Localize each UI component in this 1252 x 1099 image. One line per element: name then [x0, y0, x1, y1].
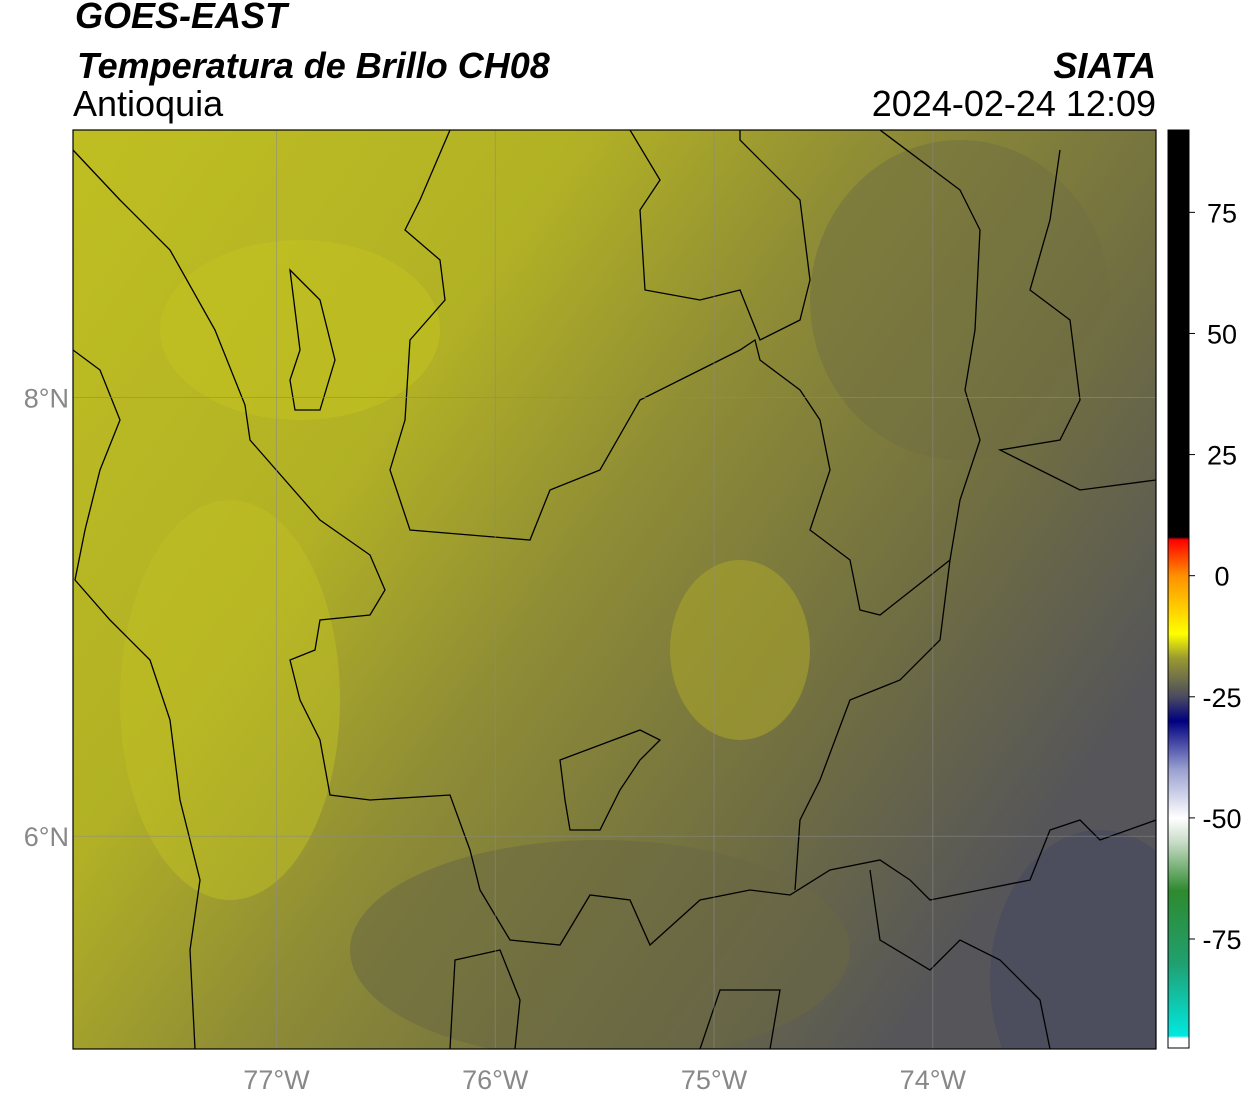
title: GOES-EAST — [75, 0, 290, 36]
colorbar-tick-label: -75 — [1202, 925, 1241, 955]
boundary — [449, 869, 1051, 1049]
x-tick-label: 76°W — [462, 1065, 529, 1095]
map-field — [73, 130, 1156, 1049]
field-patch — [990, 830, 1156, 1049]
x-tick-label: 74°W — [900, 1065, 967, 1095]
boundary — [73, 149, 1156, 947]
y-tick-label: 8°N — [24, 384, 69, 414]
colorbar-tick-label: 0 — [1214, 562, 1229, 592]
x-tick-label: 75°W — [681, 1065, 748, 1095]
colorbar-tick-label: 50 — [1207, 319, 1237, 349]
field-patch — [160, 240, 440, 420]
boundary — [559, 729, 662, 831]
colorbar-tick-label: 25 — [1207, 441, 1237, 471]
boundary — [879, 130, 981, 561]
colorbar-tick-label: -25 — [1202, 683, 1241, 713]
boundary — [629, 130, 811, 341]
colorbar — [1167, 129, 1190, 1049]
boundary — [73, 349, 201, 1049]
field-patch — [670, 560, 810, 740]
y-tick-label: 6°N — [24, 822, 69, 852]
field-patch — [810, 140, 1110, 460]
region: Antioquia — [73, 83, 224, 124]
subtitle: Temperatura de Brillo CH08 — [77, 45, 550, 86]
field-patch — [350, 840, 850, 1049]
source: SIATA — [1053, 45, 1156, 86]
x-tick-label: 77°W — [243, 1065, 310, 1095]
grid — [73, 130, 1156, 1049]
field-patch — [120, 500, 340, 900]
boundary — [389, 130, 951, 891]
boundary — [997, 149, 1156, 491]
map-frame — [72, 129, 1157, 1050]
datetime: 2024-02-24 12:09 — [872, 83, 1156, 124]
colorbar-tick-label: 75 — [1207, 198, 1237, 228]
boundary — [289, 268, 336, 411]
colorbar-tick-label: -50 — [1202, 804, 1241, 834]
